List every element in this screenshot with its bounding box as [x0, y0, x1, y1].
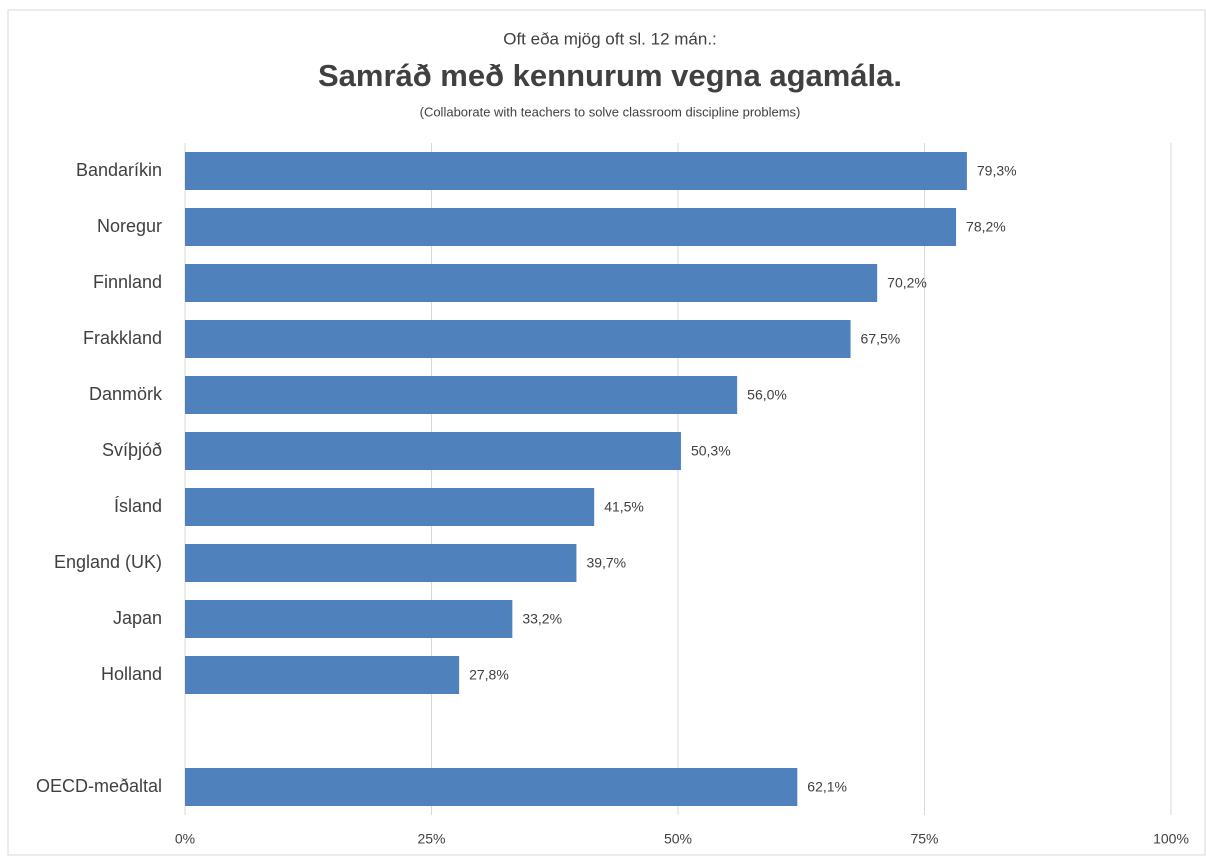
bar	[185, 488, 595, 526]
bar	[185, 152, 967, 190]
chart-subtitle: (Collaborate with teachers to solve clas…	[420, 104, 801, 119]
data-label: 39,7%	[586, 555, 626, 571]
data-label: 78,2%	[966, 219, 1006, 235]
x-tick-label: 0%	[175, 831, 195, 847]
data-label: 62,1%	[807, 779, 847, 795]
x-tick-label: 25%	[417, 831, 445, 847]
y-tick-label: England (UK)	[54, 552, 162, 572]
x-tick-label: 75%	[910, 831, 938, 847]
y-tick-label: Danmörk	[89, 384, 163, 404]
y-tick-label: Japan	[113, 608, 162, 628]
y-tick-label: Bandaríkin	[76, 160, 162, 180]
y-tick-label: Svíþjóð	[102, 440, 162, 460]
y-tick-label: Noregur	[97, 216, 162, 236]
chart-supertitle: Oft eða mjög oft sl. 12 mán.:	[503, 29, 717, 48]
bar	[185, 432, 681, 470]
y-tick-label: Frakkland	[83, 328, 162, 348]
y-tick-label: Holland	[101, 664, 162, 684]
bar	[185, 768, 798, 806]
data-label: 27,8%	[469, 667, 509, 683]
y-tick-label: OECD-meðaltal	[36, 776, 162, 796]
bar	[185, 544, 577, 582]
y-tick-label: Ísland	[114, 496, 162, 516]
bar	[185, 656, 460, 694]
data-label: 67,5%	[861, 331, 901, 347]
data-label: 33,2%	[522, 611, 562, 627]
y-tick-label: Finnland	[93, 272, 162, 292]
x-tick-label: 100%	[1153, 831, 1189, 847]
bar	[185, 208, 957, 246]
bar	[185, 376, 738, 414]
data-label: 56,0%	[747, 387, 787, 403]
bar	[185, 264, 878, 302]
bar	[185, 600, 513, 638]
x-tick-label: 50%	[664, 831, 692, 847]
data-label: 50,3%	[691, 443, 731, 459]
data-label: 70,2%	[887, 275, 927, 291]
chart-title: Samráð með kennurum vegna agamála.	[318, 58, 902, 93]
bar	[185, 320, 851, 358]
data-label: 79,3%	[977, 163, 1017, 179]
data-label: 41,5%	[604, 499, 644, 515]
